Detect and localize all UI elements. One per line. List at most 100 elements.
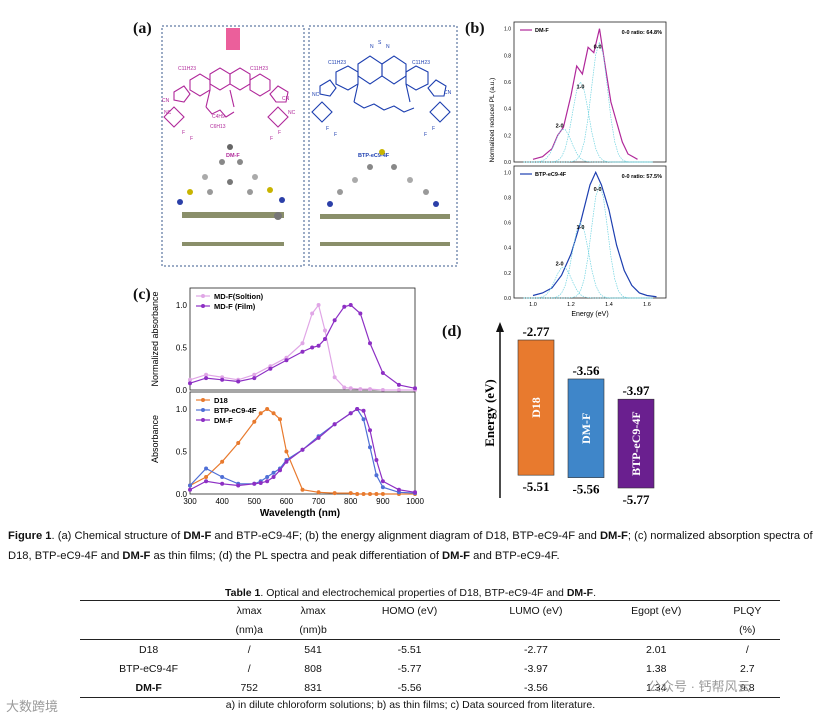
abs-bottom-point [361, 417, 366, 422]
table-cell: BTP-eC9-4F [119, 662, 179, 675]
energy-bar [567, 378, 605, 478]
svg-text:C11H23: C11H23 [178, 66, 196, 72]
pl-top-legend: DM-F [535, 28, 549, 34]
abs-bottom-point [300, 487, 305, 492]
pl-top-ytick: 0.6 [504, 80, 511, 86]
pl-bottom-ytick: 0.4 [504, 246, 511, 252]
watermark-right: 公众号 · 钙帮风云 [648, 679, 751, 694]
abs-bottom-point [374, 458, 379, 462]
abs-top-point [396, 382, 401, 387]
pl-top-component [523, 81, 653, 163]
table-title: Table 1. Optical and electrochemical pro… [225, 587, 596, 599]
svg-text:F: F [424, 132, 427, 138]
properties-table: λmax λmax HOMO (eV) LUMO (eV) Egopt (eV) PLQY… [80, 600, 780, 698]
table-cell: / [247, 643, 251, 656]
panel-label-c: (c) [133, 286, 151, 303]
pl-bottom-component [523, 183, 653, 299]
figure-caption: Figure 1. (a) Chemical structure of DM-F… [8, 530, 813, 562]
abs-top-point [310, 311, 315, 316]
homo-value: -5.51 [522, 479, 549, 494]
abs-bottom-point [368, 445, 372, 450]
table-header: Egopt (eV) [631, 604, 682, 617]
table-cell: D18 [139, 643, 159, 656]
abs-bottom-point [204, 479, 209, 484]
panel-b-pl-spectra: 0.0 0.2 0.4 0.6 0.8 1.0 DM-F 0-0 ratio: 64.8% 2-… [489, 21, 667, 318]
pl-top-ytick: 0.8 [504, 53, 511, 59]
svg-text:N: N [370, 44, 374, 50]
highlight-box [226, 28, 240, 50]
pl-top-line [532, 28, 638, 160]
pl-bottom-peak-label: 0-0 [594, 187, 602, 193]
pl-xtick: 1.4 [605, 302, 613, 308]
table-subheader: (nm)b [299, 623, 327, 636]
abs-bottom-point [396, 487, 401, 492]
table-subheader: (nm)a [235, 623, 263, 636]
pl-top-ytick: 0.0 [504, 160, 511, 166]
svg-text:NC: NC [288, 110, 296, 116]
abs-top-ytick: 0.0 [176, 386, 188, 395]
abs-top-ytick: 1.0 [176, 301, 188, 310]
table-header: PLQY [733, 604, 762, 617]
svg-text:C6H13: C6H13 [210, 124, 226, 130]
pl-top-peak-label: 1-0 [577, 85, 585, 91]
abs-bottom-point [368, 428, 372, 433]
pl-bottom-peak-label: 1-0 [577, 225, 585, 231]
abs-top-point [316, 343, 321, 348]
abs-top-point [220, 377, 225, 382]
dm-f-3d-top [177, 144, 285, 205]
abs-top-ytick: 0.5 [176, 344, 188, 353]
energy-bar [517, 339, 555, 476]
abs-top-point [380, 388, 385, 392]
abs-bottom-point [355, 492, 360, 496]
pl-top-peak-label: 0-0 [594, 45, 602, 51]
abs-top-point [332, 318, 337, 323]
abs-xtick: 500 [248, 497, 262, 506]
svg-text:CN: CN [162, 98, 170, 104]
homo-value: -5.56 [572, 482, 600, 497]
pl-bottom-line [532, 170, 657, 298]
lumo-value: -3.97 [622, 383, 650, 398]
abs-bottom-point [348, 491, 353, 496]
table-cell: 1.34 [646, 681, 667, 694]
abs-top-point [284, 358, 289, 363]
homo-value: -5.77 [622, 492, 650, 507]
abs-bottom-point [300, 447, 305, 452]
pl-top-peak-label: 2-0 [556, 123, 564, 129]
svg-text:C4H9: C4H9 [212, 114, 225, 120]
pl-top-ytick: 0.2 [504, 133, 511, 139]
abs-top-point [358, 311, 363, 316]
pl-bottom-legend: BTP-eC9-4F [535, 172, 567, 178]
table-subheader [598, 620, 715, 640]
dm-f-end-view [182, 242, 284, 246]
abs-xtick: 800 [344, 497, 358, 506]
dm-f-molecule [163, 67, 289, 128]
pl-top-component [523, 40, 653, 163]
svg-text:CN: CN [444, 90, 452, 96]
table-cell: / [745, 643, 749, 656]
panel-c-top-ylabel: Normalized absorbance [150, 291, 160, 386]
abs-bottom-point [374, 492, 379, 496]
table-header: λmax [300, 604, 326, 617]
abs-bottom-point [265, 407, 270, 411]
abs-bottom-point [380, 485, 385, 490]
abs-bottom-ytick: 0.0 [176, 490, 188, 499]
svg-text:F: F [182, 130, 185, 136]
abs-bottom-point [188, 487, 192, 492]
svg-text:NC: NC [164, 110, 172, 116]
abs-top-point [300, 341, 305, 346]
pl-xtick: 1.2 [567, 302, 575, 308]
panel-label-b: (b) [465, 20, 485, 37]
panel-b-ylabel: Normalized reduced PL (a.u.) [489, 78, 496, 163]
abs-bottom-point [265, 479, 270, 484]
table-cell: 808 [304, 662, 322, 675]
svg-text:F: F [270, 136, 273, 142]
abs-bottom-point [348, 411, 353, 416]
abs-top-point [252, 372, 257, 377]
abs-bottom-point [316, 435, 321, 440]
abs-bottom-point [355, 407, 360, 411]
abs-bottom-point [258, 480, 263, 485]
abs-bottom-frame [189, 391, 416, 495]
pl-top-component [523, 129, 653, 163]
table-header: LUMO (eV) [509, 604, 563, 617]
pl-bottom-ytick: 0.2 [504, 271, 511, 277]
